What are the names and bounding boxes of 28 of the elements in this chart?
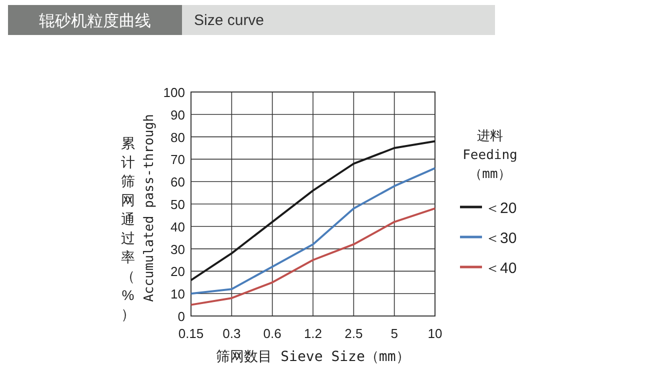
y-tick-label: 50 [170,197,185,212]
x-tick-label: 10 [428,326,442,341]
y-tick-label: 30 [170,242,185,257]
legend-label: ＜30 [485,230,517,247]
chart-subtitle: Size curve [194,12,264,29]
y-tick-label: 0 [178,309,185,324]
x-axis-title: 筛网数目 Sieve Size（mm） [216,349,410,365]
y-tick-label: 40 [170,219,185,234]
legend-label: ＜20 [485,200,517,217]
y-tick-label: 60 [170,174,185,190]
y-tick-label: 90 [170,107,185,122]
line-series [190,140,436,282]
y-tick-label: 70 [170,152,185,168]
y-tick-label: 100 [163,85,185,100]
x-tick-label: 5 [390,326,398,341]
y-tick-label: 80 [170,130,185,145]
line-series [190,167,436,295]
x-tick-label: 0.3 [222,326,241,341]
y-tick-label: 20 [170,264,185,280]
legend-title: 进料 Feeding （mm） [462,129,518,182]
chart-title: 辊砂机粒度曲线 [39,12,151,30]
x-tick-label: 0.15 [178,326,204,341]
legend-label: ＜40 [485,260,517,277]
line-series [190,207,436,306]
y-tick-label: 10 [170,286,185,302]
x-tick-label: 2.5 [344,326,363,341]
x-tick-label: 1.2 [304,326,322,341]
x-tick-label: 0.6 [263,326,282,341]
